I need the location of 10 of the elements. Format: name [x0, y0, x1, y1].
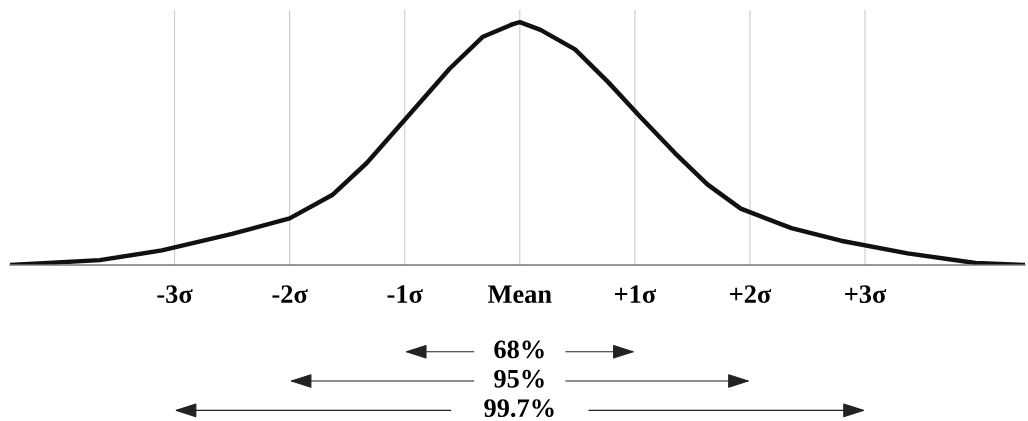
x-tick-label: +3σ — [845, 285, 887, 304]
x-tick-label: +2σ — [730, 285, 772, 304]
text: 68% — [494, 340, 544, 359]
x-tick-label: Mean — [488, 285, 552, 304]
x-tick-label: -1σ — [387, 285, 423, 304]
text: 95% — [494, 369, 544, 388]
text: 99.7% — [484, 399, 554, 418]
x-tick-label: -3σ — [157, 285, 193, 304]
x-tick-label: +1σ — [614, 285, 657, 304]
x-tick-label: -2σ — [272, 285, 308, 304]
